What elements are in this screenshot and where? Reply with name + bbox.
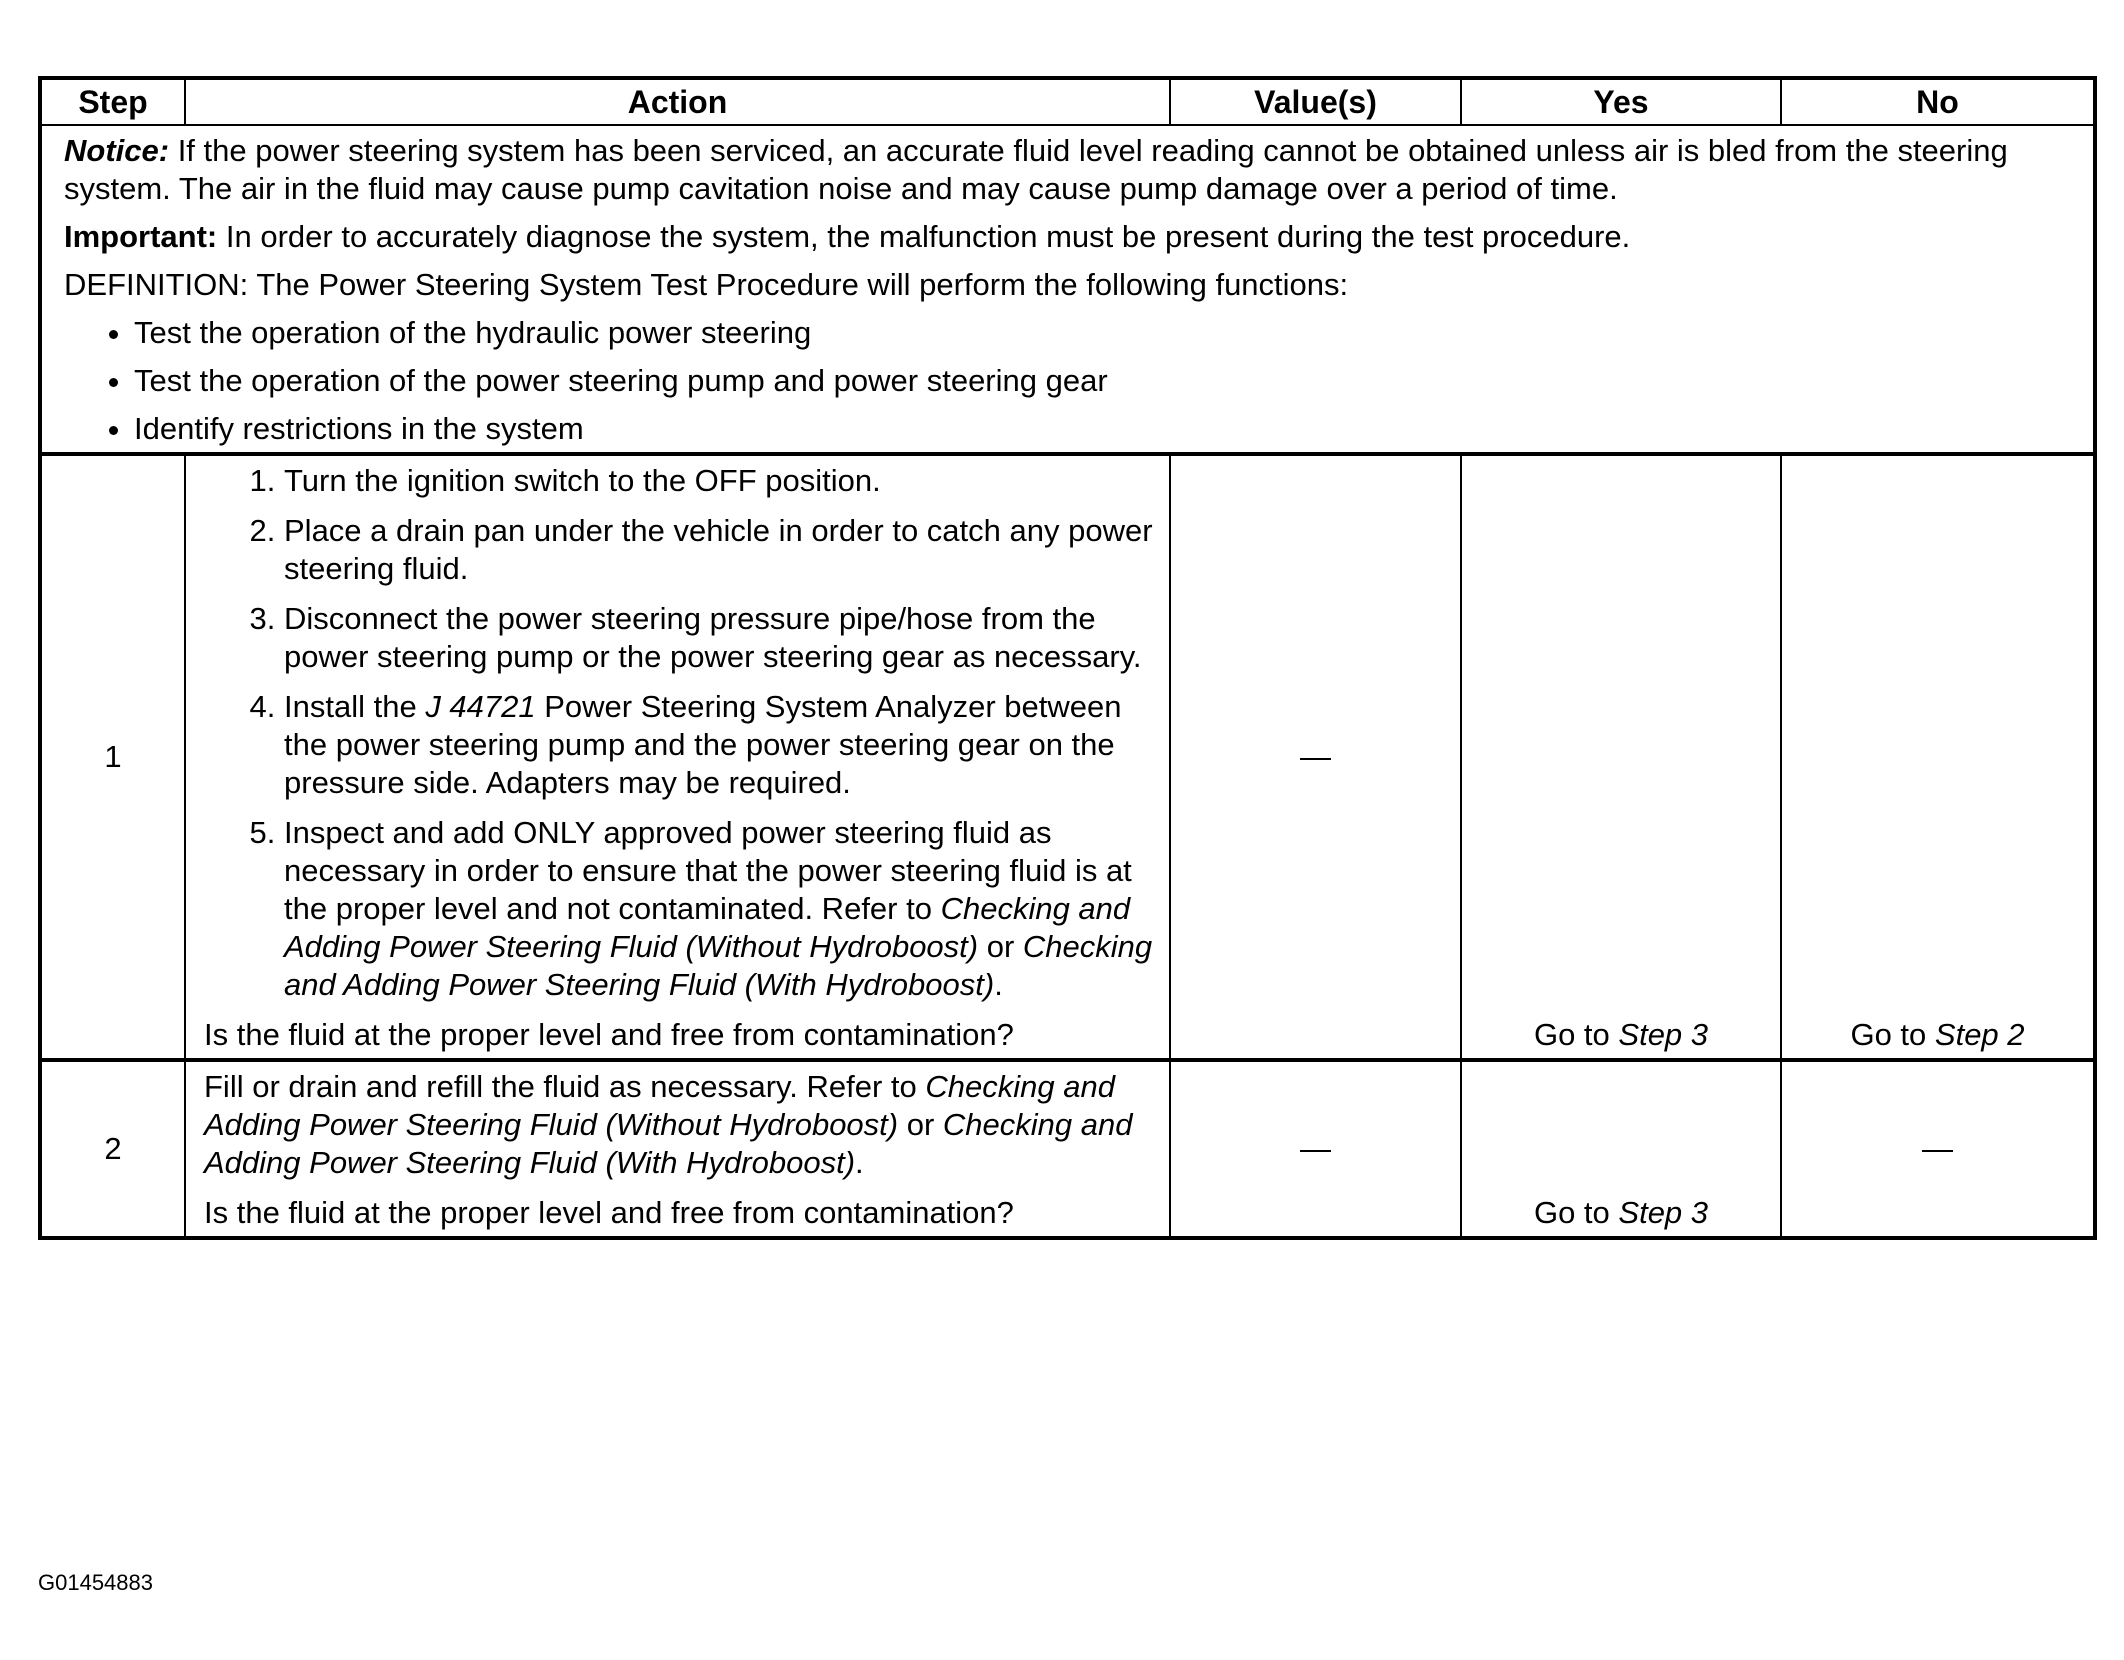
text: Fill or drain and refill the fluid as ne… [204, 1069, 926, 1104]
text: Go to [1533, 1017, 1619, 1052]
text: Power Steering System Analyzer between t… [284, 689, 1122, 800]
yes-cell: Go to Step 3 [1460, 452, 1782, 1061]
action-cell: Fill or drain and refill the fluid as ne… [184, 1058, 1171, 1239]
list-item: Identify restrictions in the system [134, 410, 2075, 448]
step-link[interactable]: Step 2 [1934, 1017, 2025, 1052]
text: . [855, 1145, 864, 1180]
text: or [898, 1107, 943, 1142]
list-item: Test the operation of the hydraulic powe… [134, 314, 2075, 352]
intro-cell: Notice: If the power steering system has… [39, 124, 2096, 456]
action-steps: Turn the ignition switch to the OFF posi… [204, 462, 1155, 1004]
list-item: Place a drain pan under the vehicle in o… [284, 512, 1155, 588]
list-item: Test the operation of the power steering… [134, 362, 2075, 400]
header-values: Value(s) [1169, 77, 1462, 126]
notice: Notice: If the power steering system has… [64, 132, 2075, 208]
definition: DEFINITION: The Power Steering System Te… [64, 267, 1349, 302]
text: Go to [1850, 1017, 1935, 1052]
function-list: Test the operation of the hydraulic powe… [64, 314, 2075, 448]
value-cell: — [1169, 1058, 1462, 1239]
list-item: Turn the ignition switch to the OFF posi… [284, 462, 1155, 500]
header-step: Step [39, 77, 186, 126]
important: Important: In order to accurately diagno… [64, 218, 2075, 256]
no-cell: — [1780, 1058, 2096, 1239]
text: or [978, 929, 1023, 964]
action-cell: Turn the ignition switch to the OFF posi… [184, 452, 1171, 1061]
list-item: Disconnect the power steering pressure p… [284, 600, 1155, 676]
reference-link[interactable]: Checking and Adding Power Steering Fluid… [284, 891, 1131, 964]
notice-text: If the power steering system has been se… [64, 133, 2008, 206]
step-link[interactable]: Step 3 [1618, 1195, 1709, 1230]
question: Is the fluid at the proper level and fre… [204, 1017, 1014, 1052]
notice-label: Notice: [64, 133, 170, 168]
header-row: Step Action Value(s) Yes No [39, 77, 2096, 126]
reference-link[interactable]: Checking and Adding Power Steering Fluid… [204, 1107, 1133, 1180]
tool-name: J 44721 [425, 689, 536, 724]
step-link[interactable]: Step 3 [1618, 1017, 1709, 1052]
question: Is the fluid at the proper level and fre… [204, 1195, 1014, 1230]
header-yes: Yes [1460, 77, 1782, 126]
list-item: Install the J 44721 Power Steering Syste… [284, 688, 1155, 802]
text: . [994, 967, 1003, 1002]
reference-link[interactable]: Checking and Adding Power Steering Fluid… [284, 929, 1153, 1002]
reference-link[interactable]: Checking and Adding Power Steering Fluid… [204, 1069, 1115, 1142]
step-number: 2 [39, 1058, 186, 1239]
list-item: Inspect and add ONLY approved power stee… [284, 814, 1155, 1004]
instruction: Fill or drain and refill the fluid as ne… [204, 1068, 1155, 1182]
text: Inspect and add ONLY approved power stee… [284, 815, 1132, 926]
important-label: Important: [64, 219, 218, 254]
header-action: Action [184, 77, 1171, 126]
yes-cell: Go to Step 3 [1460, 1058, 1782, 1239]
step-number: 1 [39, 452, 186, 1061]
text: Go to [1533, 1195, 1619, 1230]
table-row-step-2: 2 Fill or drain and refill the fluid as … [39, 1058, 2096, 1239]
text: Install the [284, 689, 426, 724]
table-row-step-1: 1 Turn the ignition switch to the OFF po… [39, 452, 2096, 1061]
value-cell: — [1169, 452, 1462, 1061]
figure-id: G01454883 [38, 1570, 153, 1595]
intro-row: Notice: If the power steering system has… [39, 124, 2096, 456]
header-no: No [1780, 77, 2096, 126]
important-text: In order to accurately diagnose the syst… [217, 219, 1631, 254]
no-cell: Go to Step 2 [1780, 452, 2096, 1061]
diagnostic-table: Step Action Value(s) Yes No Notice: If t… [38, 76, 2097, 1240]
